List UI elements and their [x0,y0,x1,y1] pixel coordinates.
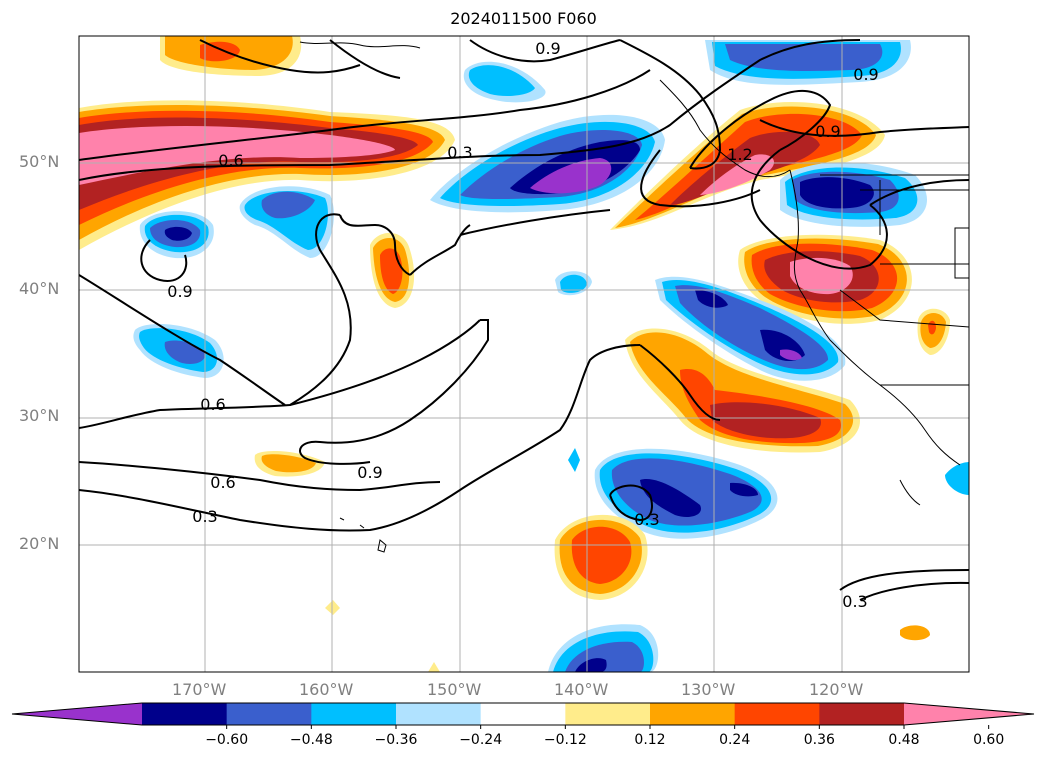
lon-label: 150°W [427,680,482,699]
colorbar-segment [311,703,397,725]
colorbar-segment [734,703,820,725]
contour-label: 0.6 [210,473,235,492]
colorbar-extend-high [904,703,1034,725]
contour-label: 0.3 [842,592,867,611]
graticule [79,36,969,672]
colorbar-segment [396,703,482,725]
colorbar-segment [565,703,651,725]
colorbar-segment [819,703,905,725]
colorbar-tick-label: 0.24 [719,732,751,748]
colorbar-tick-label: 0.60 [973,732,1005,748]
colorbar-outline [11,702,1035,726]
contour-label: 0.9 [815,122,840,141]
lat-label: 40°N [19,279,60,298]
lat-label: 30°N [19,406,60,425]
colorbar-segment [142,703,228,725]
colorbar-tick-label: 0.36 [803,732,835,748]
contour-label-group: 0.9 0.9 0.6 0.3 0.9 0.9 0.6 0.6 0.9 0.3 … [167,39,878,611]
plot-frame [78,35,970,673]
contour-label: 0.3 [192,507,217,526]
contour-label: 0.3 [634,510,659,529]
colorbar-segment [480,703,566,725]
colorbar-segment [226,703,312,725]
lon-label: 120°W [809,680,864,699]
contour-label: 0.3 [447,143,472,162]
colorbar-extend-low [12,703,142,725]
contour-label: 0.6 [218,151,243,170]
contour-label: 1.2 [727,145,752,164]
colorbar-tick-label: 0.12 [634,732,666,748]
lon-label: 160°W [299,680,354,699]
lat-label: 20°N [19,534,60,553]
contour-label: 0.9 [357,463,382,482]
lat-label: 50°N [19,152,60,171]
contour-label: 0.9 [535,39,560,58]
contour-label: 0.6 [200,395,225,414]
contour-label: 0.9 [167,282,192,301]
anomaly-field [79,36,969,672]
lon-label: 170°W [172,680,227,699]
lon-label: 140°W [554,680,609,699]
colorbar-tick-label: −0.60 [205,732,249,748]
colorbar [11,702,1035,729]
contour-label: 0.9 [853,65,878,84]
colorbar-tick-label: −0.12 [543,732,587,748]
colorbar-tick-label: −0.24 [459,732,503,748]
map-title: 2024011500 F060 [450,9,597,28]
colorbar-tick-label: 0.48 [888,732,920,748]
contour-lines [79,39,969,601]
lon-label: 130°W [681,680,736,699]
colorbar-tick-label: −0.36 [374,732,418,748]
colorbar-segment [650,703,736,725]
colorbar-tick-label: −0.48 [289,732,333,748]
